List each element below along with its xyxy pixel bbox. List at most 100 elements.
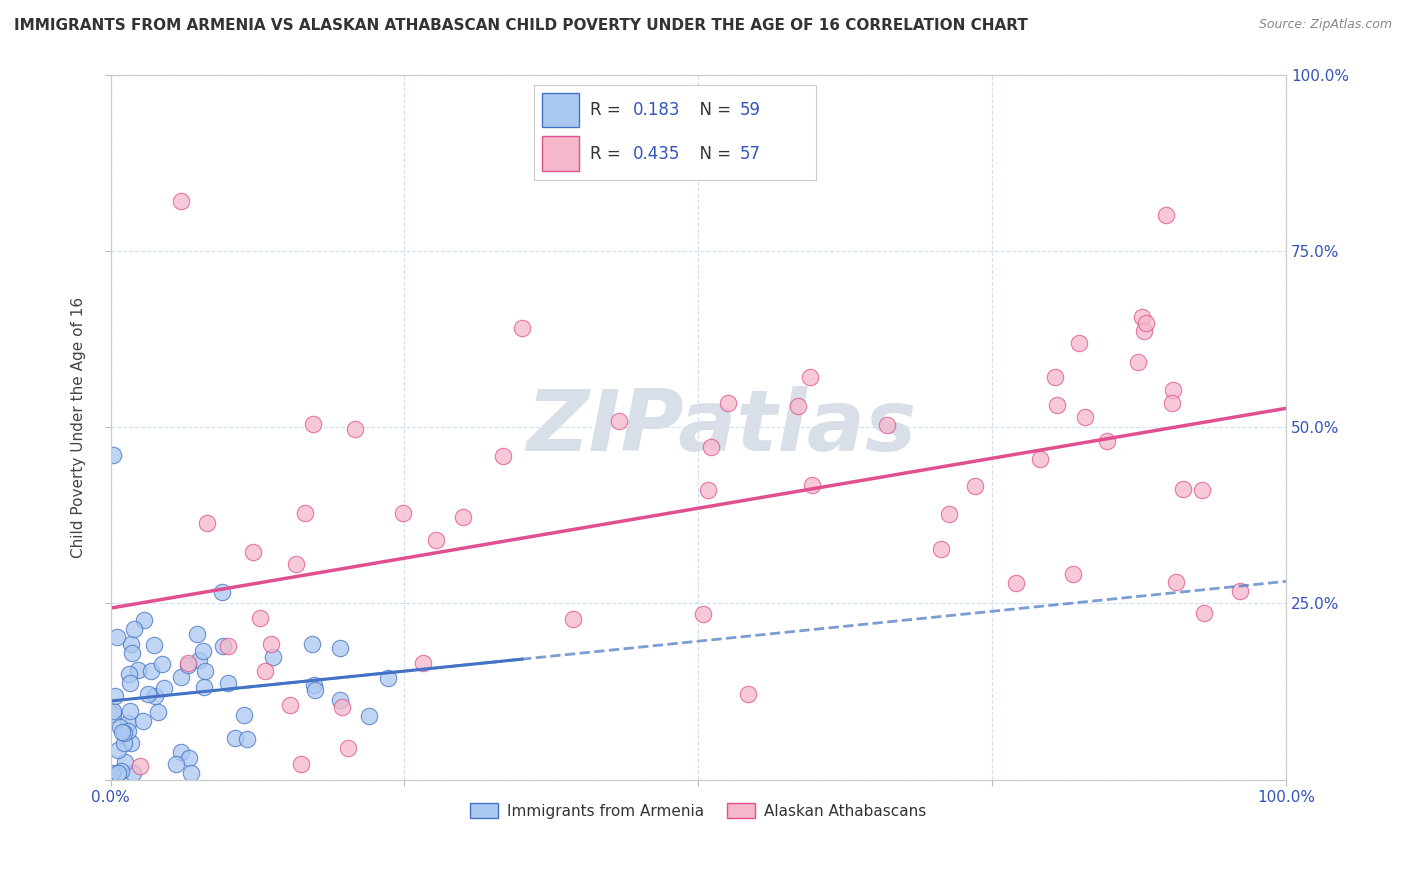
Point (1166, 575, 1188, 590)
Point (1154, 208, 1177, 222)
Point (294, 506, 316, 520)
Point (120, 704, 142, 718)
Point (132, 714, 155, 728)
Point (112, 736, 135, 750)
Point (302, 417, 325, 431)
Point (801, 478, 824, 492)
Point (127, 663, 149, 677)
Point (197, 516, 219, 531)
Point (153, 681, 176, 695)
Point (607, 414, 630, 428)
Point (193, 680, 215, 694)
Point (170, 745, 193, 759)
Point (716, 396, 738, 410)
Point (112, 726, 135, 740)
Point (180, 765, 202, 780)
Point (425, 533, 447, 547)
Point (122, 622, 145, 636)
Point (1135, 316, 1157, 330)
Point (101, 448, 124, 462)
Point (150, 657, 173, 672)
Point (1069, 335, 1091, 350)
Point (217, 676, 239, 690)
Point (963, 479, 986, 493)
Point (107, 765, 129, 780)
Point (510, 321, 533, 335)
Point (799, 370, 821, 384)
Point (193, 644, 215, 658)
Point (236, 732, 259, 747)
Point (357, 709, 380, 723)
Y-axis label: Child Poverty Under the Age of 16: Child Poverty Under the Age of 16 (72, 296, 86, 558)
Point (122, 765, 145, 780)
Point (142, 638, 165, 652)
Text: ZIPatlas: ZIPatlas (527, 385, 917, 468)
Point (697, 483, 720, 498)
Text: Source: ZipAtlas.com: Source: ZipAtlas.com (1258, 18, 1392, 31)
Point (938, 507, 960, 521)
Point (391, 506, 413, 520)
Point (1161, 383, 1184, 397)
Point (737, 687, 759, 701)
Point (120, 736, 142, 750)
Legend: Immigrants from Armenia, Alaskan Athabascans: Immigrants from Armenia, Alaskan Athabas… (464, 797, 932, 825)
Point (179, 751, 201, 765)
Point (278, 698, 301, 712)
Point (301, 637, 323, 651)
Point (412, 657, 434, 671)
Point (1062, 567, 1084, 582)
Point (876, 417, 898, 432)
Point (104, 689, 127, 703)
Point (929, 541, 952, 556)
Point (217, 639, 239, 653)
Point (101, 704, 124, 718)
Point (1046, 398, 1069, 412)
Point (1043, 370, 1066, 384)
Point (114, 755, 136, 769)
Point (1029, 452, 1052, 467)
Point (249, 611, 271, 625)
Point (121, 646, 143, 660)
Point (1229, 583, 1251, 598)
Point (117, 715, 139, 730)
Point (451, 510, 474, 524)
Point (136, 687, 159, 701)
Point (1074, 410, 1097, 425)
Point (194, 664, 217, 678)
Point (492, 449, 515, 463)
Point (1004, 575, 1026, 590)
Point (1095, 434, 1118, 448)
Point (187, 653, 209, 667)
Point (118, 675, 141, 690)
Point (1192, 606, 1215, 620)
Point (1132, 324, 1154, 338)
Point (120, 637, 142, 651)
Point (117, 723, 139, 738)
Point (343, 422, 366, 436)
Point (110, 764, 132, 778)
Point (285, 558, 308, 572)
Point (101, 706, 124, 721)
Point (108, 720, 131, 734)
Point (211, 584, 233, 599)
Point (1130, 310, 1153, 324)
Point (111, 725, 134, 739)
Point (692, 607, 714, 621)
Point (260, 637, 283, 651)
Point (224, 731, 246, 746)
Point (107, 743, 129, 757)
Point (177, 658, 200, 673)
Point (148, 705, 170, 719)
Point (329, 641, 352, 656)
Point (254, 664, 277, 678)
Point (211, 639, 233, 653)
Point (143, 690, 166, 704)
Point (1191, 483, 1213, 498)
Point (304, 683, 326, 698)
Point (186, 627, 208, 641)
Point (141, 664, 163, 678)
Point (337, 740, 360, 755)
Point (105, 630, 128, 644)
Point (1173, 482, 1195, 496)
Point (377, 671, 399, 685)
